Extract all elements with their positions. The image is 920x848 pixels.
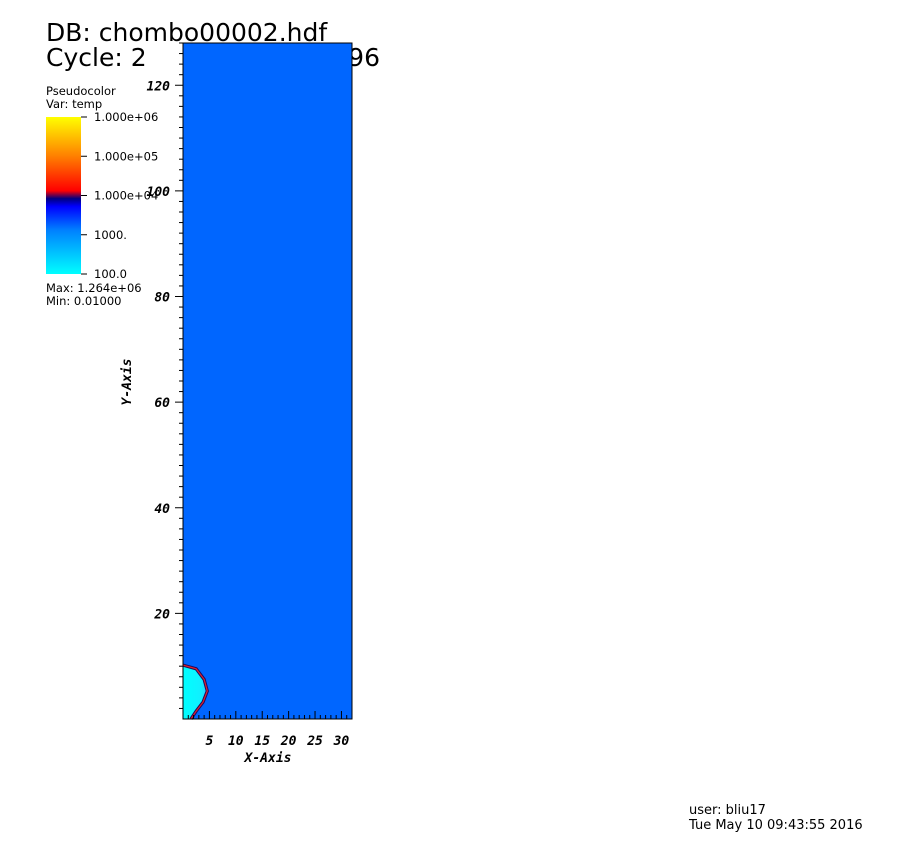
x-tick-label: 25 <box>306 734 323 749</box>
hot-bubble-region <box>183 665 208 719</box>
y-tick-label: 60 <box>154 396 170 411</box>
colorbar: 1.000e+06 1.000e+05 1.000e+04 1000. 100.0 <box>46 110 158 281</box>
colorbar-tick-label: 1.000e+06 <box>94 110 158 124</box>
x-axis: 5 10 15 20 25 30 <box>187 711 353 749</box>
y-tick-label: 120 <box>147 79 171 94</box>
y-axis-title: Y-Axis <box>120 359 135 406</box>
colorbar-gradient <box>46 117 81 274</box>
x-tick-label: 15 <box>254 734 270 749</box>
legend-plot-type: Pseudocolor <box>46 84 116 98</box>
temperature-field <box>183 43 352 719</box>
colorbar-tick-label: 100.0 <box>94 267 127 281</box>
timestamp-label: Tue May 10 09:43:55 2016 <box>689 818 863 833</box>
cycle-label: Cycle: 2 <box>46 43 147 72</box>
colorbar-tick-label: 1.000e+04 <box>94 189 158 203</box>
bubble-front-inner <box>182 664 208 720</box>
legend-max: Max: 1.264e+06 <box>46 281 142 295</box>
database-title: DB: chombo00002.hdf <box>46 18 328 47</box>
x-tick-label: 20 <box>280 734 297 749</box>
x-tick-label: 5 <box>205 734 213 749</box>
x-tick-label: 10 <box>228 734 244 749</box>
colorbar-tick-label: 1000. <box>94 228 127 242</box>
x-axis-title: X-Axis <box>244 751 292 766</box>
plot-area <box>182 42 353 720</box>
user-label: user: bliu17 <box>689 803 766 818</box>
y-tick-label: 100 <box>147 185 171 200</box>
y-axis: 20 40 60 80 100 120 <box>147 42 183 709</box>
x-tick-label: 30 <box>333 734 350 749</box>
colorbar-tick-label: 1.000e+05 <box>94 149 158 163</box>
y-tick-label: 20 <box>153 607 170 622</box>
legend-variable: Var: temp <box>46 97 103 111</box>
legend-min: Min: 0.01000 <box>46 294 122 308</box>
y-tick-label: 80 <box>154 291 170 306</box>
y-tick-label: 40 <box>154 502 170 517</box>
